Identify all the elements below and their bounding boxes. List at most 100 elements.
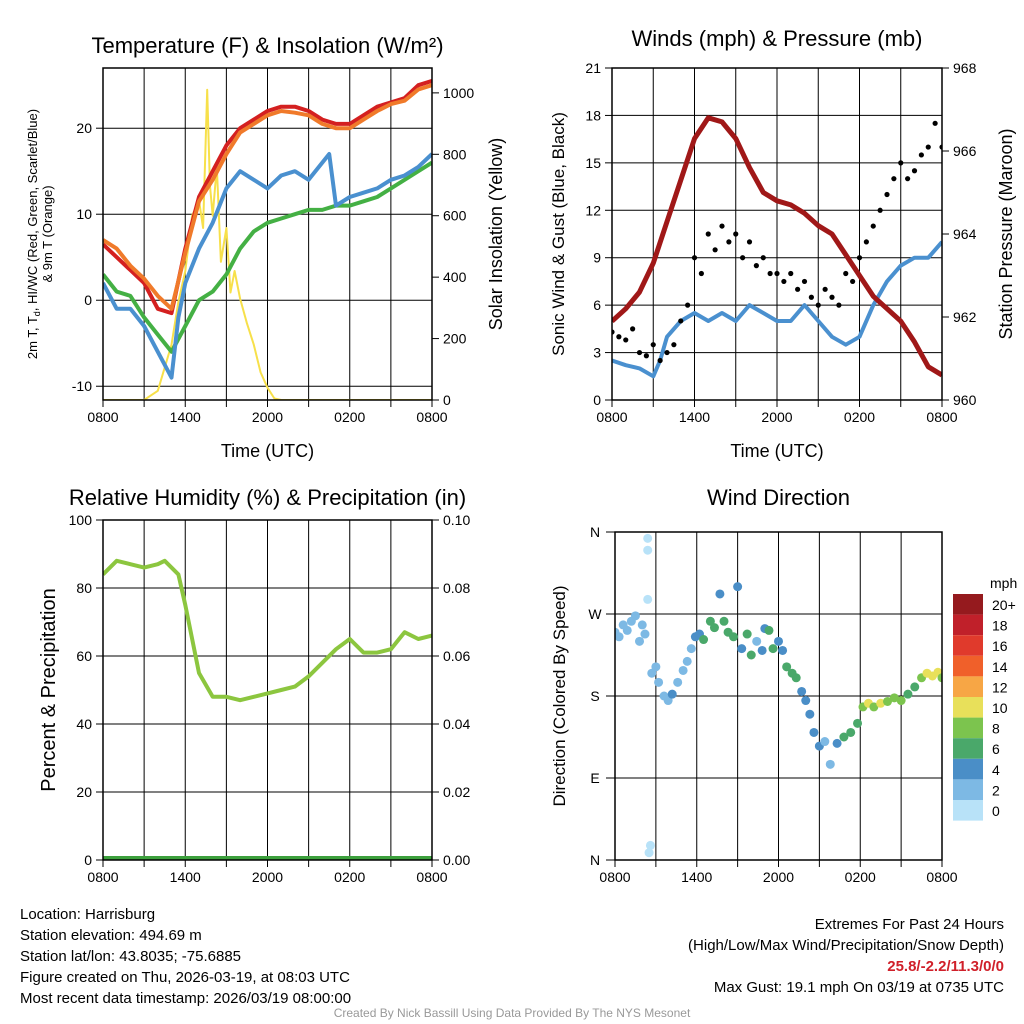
y-tick-label: N <box>590 852 600 868</box>
gust-point <box>918 152 924 158</box>
gust-point <box>863 239 869 245</box>
legend-label: 10 <box>992 700 1008 716</box>
wind-direction-point <box>686 644 696 654</box>
gust-point <box>932 120 938 126</box>
y-right-tick-label: 966 <box>953 143 977 159</box>
series-station-pressure <box>612 115 942 378</box>
y-tick-label: 6 <box>593 297 601 313</box>
plot-area <box>612 115 942 379</box>
extremes-title: Extremes For Past 24 Hours <box>814 916 1004 933</box>
y-right-tick-label: 964 <box>953 226 977 242</box>
wind-direction-point <box>719 616 729 626</box>
y-right-tick-label: 200 <box>443 331 467 347</box>
plot-frame <box>102 67 433 401</box>
x-tick-label: 2000 <box>763 869 794 885</box>
extremes-fields: (High/Low/Max Wind/Precipitation/Snow De… <box>688 937 1004 954</box>
wind-direction-point <box>791 673 801 683</box>
gust-point <box>925 144 931 150</box>
y-right-tick-label: 600 <box>443 208 467 224</box>
wind-direction-point <box>809 727 819 737</box>
y-right-tick-label: 960 <box>953 392 977 408</box>
gust-point <box>719 223 725 229</box>
legend-label: 16 <box>992 638 1008 654</box>
gust-point <box>685 302 691 308</box>
gust-point <box>726 239 732 245</box>
x-axis-label: Time (UTC) <box>221 441 314 461</box>
x-tick-label: 1400 <box>681 869 712 885</box>
x-tick-label: 1400 <box>679 409 710 425</box>
y-axis-label: 2m T, Td, HI/WC (Red, Green, Scarlet/Blu… <box>25 109 42 359</box>
chart-title: Wind Direction <box>707 485 850 510</box>
legend-label: 4 <box>992 762 1000 778</box>
chart-title: Relative Humidity (%) & Precipitation (i… <box>69 485 466 510</box>
legend-swatch <box>953 717 983 739</box>
wind-direction-point <box>644 848 654 858</box>
wind-direction-point <box>757 645 767 655</box>
x-tick-label: 0800 <box>926 409 957 425</box>
x-tick-label: 2000 <box>252 409 283 425</box>
wind-direction-point <box>896 696 906 706</box>
created-text: Figure created on Thu, 2026-03-19, at 08… <box>20 969 350 986</box>
gust-point <box>657 357 663 364</box>
y-right-tick-label: 1000 <box>443 85 474 101</box>
y-right-tick-label: 0 <box>443 392 451 408</box>
x-tick-label: 1400 <box>170 869 201 885</box>
y-tick-label: W <box>588 606 602 622</box>
recent-data-text: Most recent data timestamp: 2026/03/19 0… <box>20 990 352 1007</box>
x-tick-label: 0200 <box>334 869 365 885</box>
x-tick-label: 1400 <box>170 409 201 425</box>
wind-direction-point <box>910 682 920 692</box>
x-tick-label: 0800 <box>87 869 118 885</box>
wind-direction-point <box>876 698 886 708</box>
y-axis-label: Direction (Colored By Speed) <box>550 585 569 806</box>
wind-direction-point <box>643 594 653 604</box>
y-tick-label: 21 <box>585 60 601 76</box>
wind-direction-point <box>640 629 650 639</box>
y-right-tick-label: 962 <box>953 309 977 325</box>
wind-direction-point <box>622 625 632 635</box>
gust-point <box>822 286 828 292</box>
chart-title: Temperature (F) & Insolation (W/m²) <box>91 33 443 58</box>
x-tick-label: 0800 <box>416 869 447 885</box>
gust-point <box>712 247 718 253</box>
y-tick-label: 12 <box>585 202 601 218</box>
wind-direction-point <box>778 645 788 655</box>
legend-swatch <box>953 614 983 636</box>
series-sonic-wind <box>612 240 942 379</box>
x-tick-label: 0200 <box>845 869 876 885</box>
series-2m-td <box>103 160 432 354</box>
x-tick-label: 0800 <box>596 409 627 425</box>
y-right-tick-label: 0.00 <box>443 852 470 868</box>
extremes-values: 25.8/-2.2/11.3/0/0 <box>887 958 1004 975</box>
gust-point <box>795 286 801 292</box>
y-tick-label: 10 <box>76 206 92 222</box>
y-tick-label: E <box>590 770 599 786</box>
gust-point <box>781 278 787 285</box>
gust-point <box>856 255 863 261</box>
gust-point <box>788 270 794 277</box>
wind-direction-point <box>709 623 719 633</box>
y-right-tick-label: 0.08 <box>443 580 470 596</box>
wind-direction-point <box>797 686 807 696</box>
y-tick-label: 15 <box>585 155 601 171</box>
gust-point <box>664 349 670 356</box>
wind-direction-point <box>752 636 762 646</box>
y-right-axis-label: Solar Insolation (Yellow) <box>486 138 506 330</box>
y-tick-label: 40 <box>76 716 92 732</box>
plot-frame <box>611 67 943 401</box>
wind-direction-point <box>937 673 942 683</box>
y-tick-label: 60 <box>76 648 92 664</box>
gust-point <box>774 270 780 277</box>
wind-direction-point <box>667 689 677 699</box>
plot-area <box>615 533 942 858</box>
wind-direction-point <box>635 636 645 646</box>
y-tick-label: S <box>590 688 599 704</box>
wind-direction-point <box>682 656 692 666</box>
gust-point <box>733 231 739 237</box>
series-2m-t <box>103 78 432 316</box>
wind-direction-point <box>839 732 849 742</box>
y-tick-label: 100 <box>69 512 93 528</box>
wind-direction-point <box>733 582 743 592</box>
gust-point <box>650 342 656 348</box>
legend-title: mph <box>990 575 1017 591</box>
